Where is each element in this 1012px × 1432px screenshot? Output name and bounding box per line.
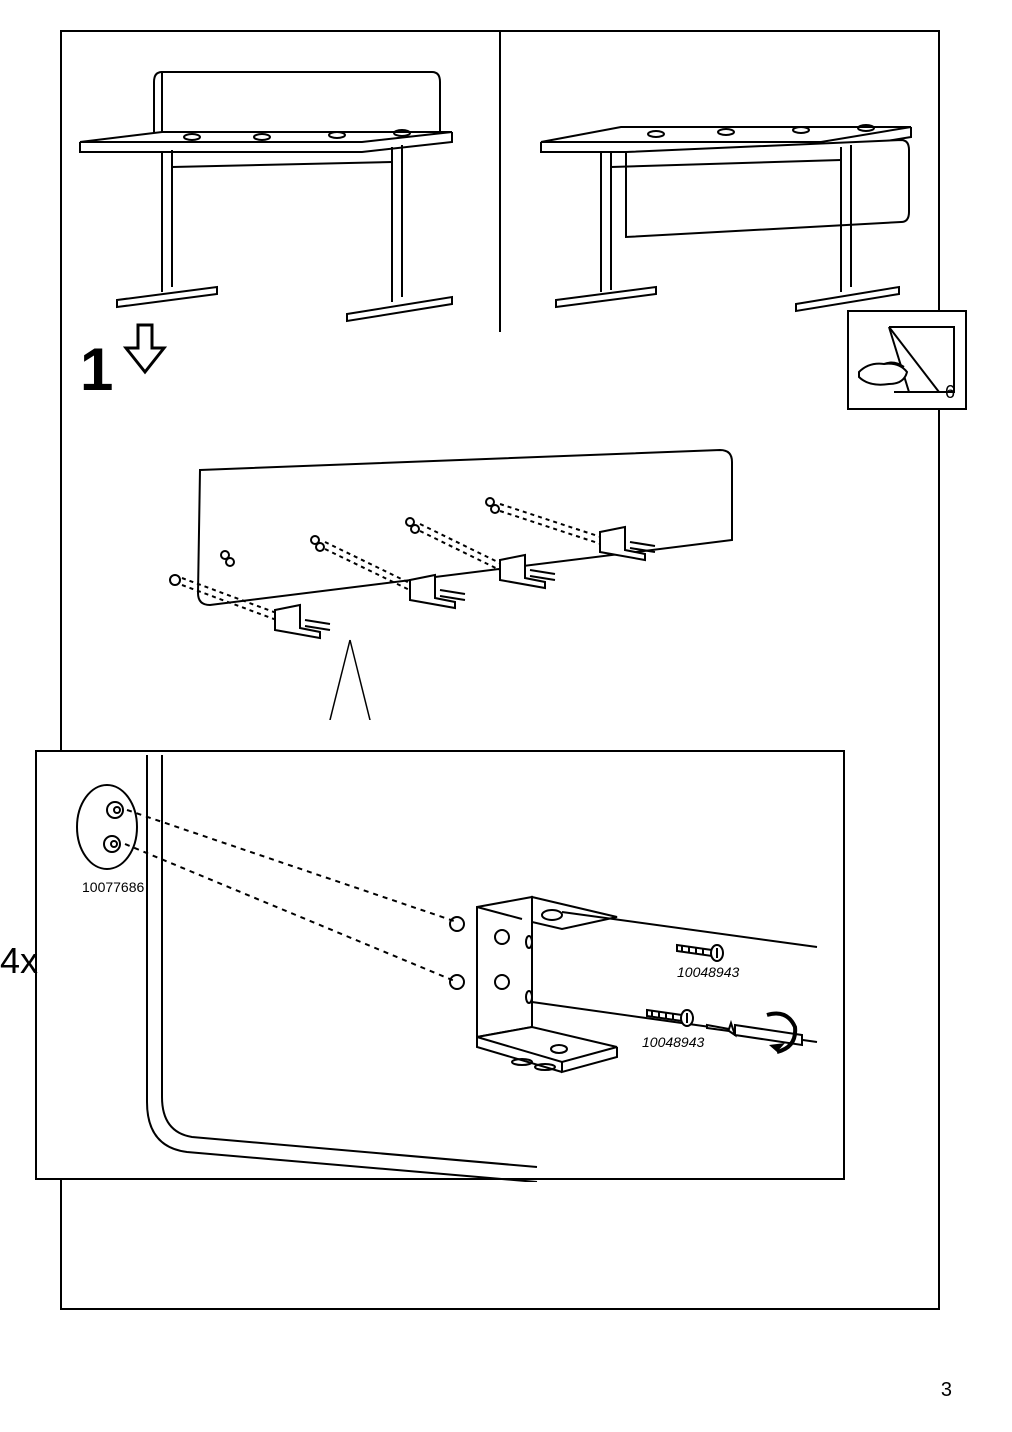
part-number-plate: 10077686 <box>82 879 145 895</box>
part-number-screw-2: 10048943 <box>642 1034 705 1050</box>
screen-panel-brackets-diagram <box>80 440 800 690</box>
desk-left-svg <box>62 32 501 332</box>
top-comparison-row <box>62 32 938 332</box>
page-number: 3 <box>941 1379 952 1402</box>
reference-page-callout: 6 <box>847 310 967 410</box>
bracket-detail-svg: 10077686 10048943 10048943 <box>37 752 847 1182</box>
step-number: 1 <box>80 335 113 404</box>
quantity-label: 4x <box>0 940 38 982</box>
part-number-screw-1: 10048943 <box>677 964 740 980</box>
desk-variant-left <box>62 32 501 332</box>
desk-variant-right <box>501 32 938 332</box>
bracket-detail-box: 10077686 10048943 10048943 <box>35 750 845 1180</box>
down-arrow-icon <box>120 320 170 380</box>
reference-page-number: 6 <box>945 382 955 403</box>
desk-right-svg <box>501 32 938 332</box>
